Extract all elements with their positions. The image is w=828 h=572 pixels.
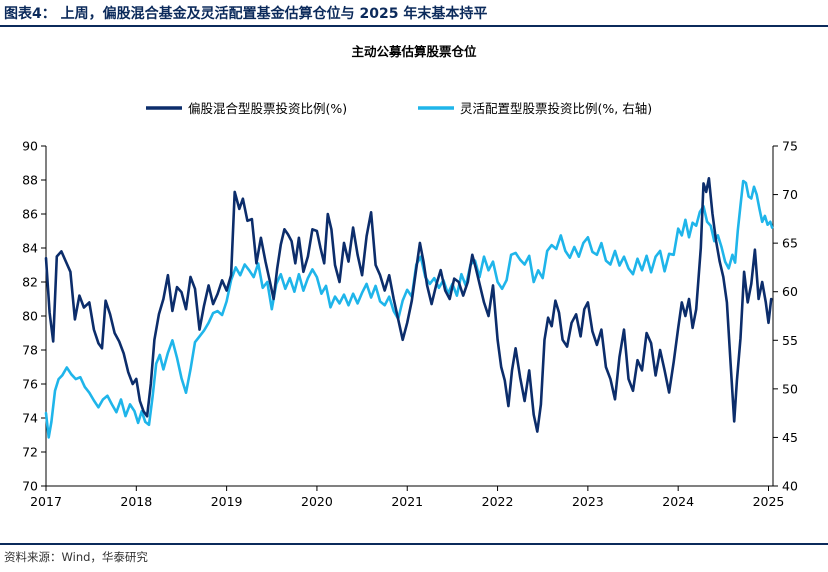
y-left-tick-label-76: 76 [22, 377, 38, 392]
x-tick-label-2019: 2019 [211, 494, 243, 509]
y-left-tick-label-86: 86 [22, 207, 38, 222]
axes: 2017 2018 2019 2020 2021 2022 2023 2024 2025 70 72… [22, 139, 798, 510]
y-right-tick-label-75: 75 [782, 139, 798, 154]
y-left-tick-label-88: 88 [22, 173, 38, 188]
chart-title: 主动公募估算股票仓位 [351, 44, 477, 59]
x-tick-label-2022: 2022 [482, 494, 514, 509]
x-tick-label-2024: 2024 [662, 494, 694, 509]
y-left-tick-label-82: 82 [22, 275, 38, 290]
figure-title: 图表4： 上周，偏股混合基金及灵活配置基金估算仓位与 2025 年末基本持平 [4, 6, 488, 22]
y-left-tick-label-74: 74 [22, 411, 38, 426]
y-left-tick-label-80: 80 [22, 309, 38, 324]
y-right-tick-label-65: 65 [782, 236, 798, 251]
source-note: 资料来源：Wind，华泰研究 [4, 550, 148, 564]
line-chart: 主动公募估算股票仓位 偏股混合型股票投资比例(%) 灵活配置型股票投资比例(%,… [22, 44, 798, 510]
legend-label-series2: 灵活配置型股票投资比例(%, 右轴) [460, 101, 652, 116]
y-right-tick-label-50: 50 [782, 381, 798, 396]
y-left-tick-label-70: 70 [22, 479, 38, 494]
y-right-tick-label-60: 60 [782, 284, 798, 299]
y-right-tick-label-40: 40 [782, 479, 798, 494]
x-tick-label-2025: 2025 [753, 494, 785, 509]
y-left-tick-label-72: 72 [22, 445, 38, 460]
footer-rule [0, 543, 828, 545]
x-tick-label-2020: 2020 [301, 494, 333, 509]
series-layer [44, 177, 774, 439]
y-left-tick-label-78: 78 [22, 343, 38, 358]
title-rule [0, 25, 828, 27]
x-tick-label-2018: 2018 [120, 494, 152, 509]
y-right-tick-label-55: 55 [782, 333, 798, 348]
x-tick-label-2021: 2021 [391, 494, 423, 509]
series-line-1 [44, 177, 773, 433]
y-left-tick-label-84: 84 [22, 241, 38, 256]
y-left-tick-label-90: 90 [22, 139, 38, 154]
legend: 偏股混合型股票投资比例(%) 灵活配置型股票投资比例(%, 右轴) [146, 101, 652, 116]
x-tick-label-2023: 2023 [572, 494, 604, 509]
y-right-tick-label-45: 45 [782, 430, 798, 445]
x-tick-label-2017: 2017 [30, 494, 62, 509]
legend-label-series1: 偏股混合型股票投资比例(%) [188, 101, 347, 116]
y-right-tick-label-70: 70 [782, 187, 798, 202]
